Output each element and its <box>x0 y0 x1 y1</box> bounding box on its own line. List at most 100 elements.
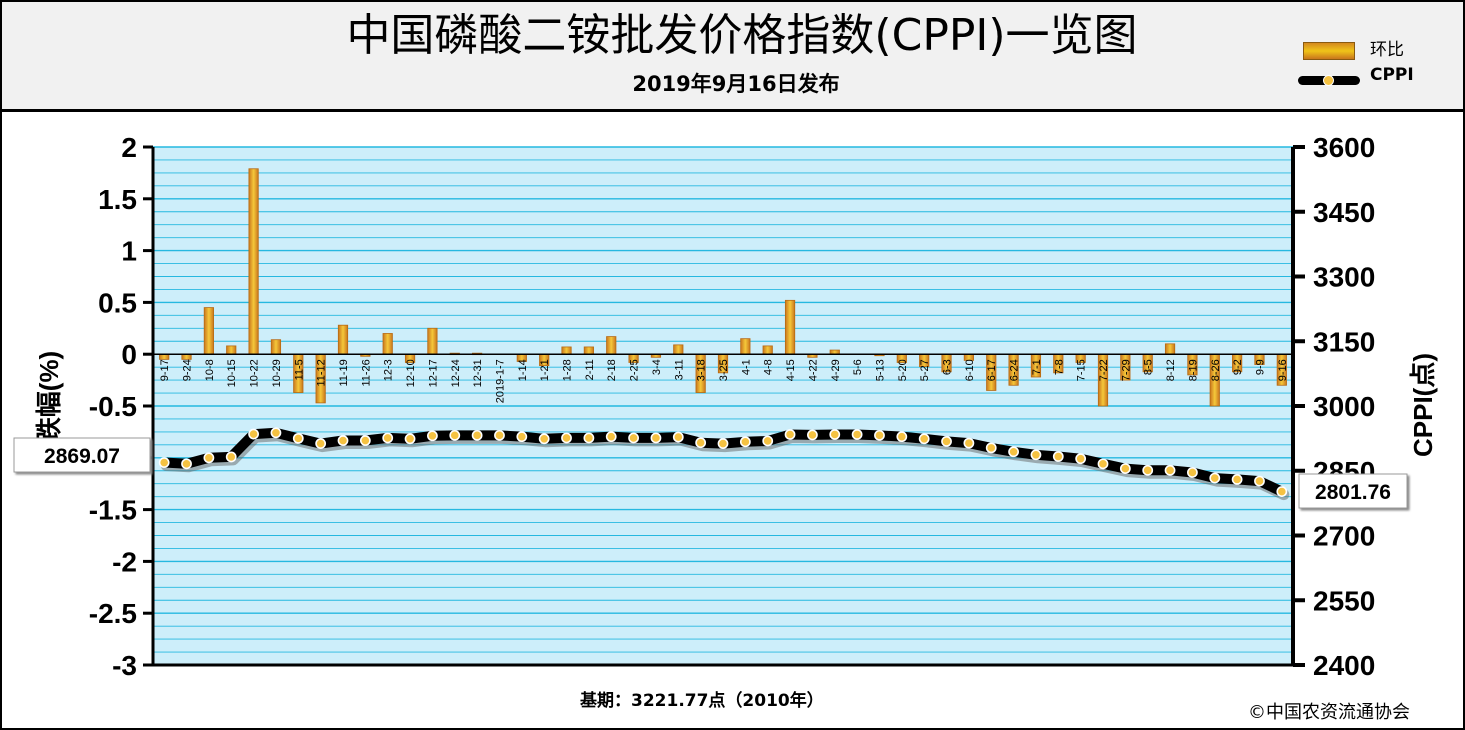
bar-mark <box>1164 343 1176 355</box>
first-value-callout: 2869.07 <box>13 437 151 473</box>
x-tick-label: 2019-1-7 <box>494 359 506 403</box>
x-tick-label: 8-5 <box>1143 359 1155 375</box>
cppi-point <box>449 429 461 441</box>
left-tick-label: -1.5 <box>89 495 137 526</box>
legend: 环比 CPPI <box>1298 24 1465 94</box>
cppi-point <box>292 432 304 444</box>
x-tick-label: 4-8 <box>763 359 775 375</box>
cppi-point <box>1276 486 1288 497</box>
x-tick-label: 11-19 <box>338 359 350 386</box>
x-tick-label: 7-22 <box>1098 359 1110 381</box>
base-period-note: 基期：3221.77点（2010年） <box>580 691 824 711</box>
cppi-point <box>1052 451 1064 462</box>
x-tick-label: 3-11 <box>673 359 685 380</box>
cppi-point <box>784 429 796 440</box>
legend-line-dot <box>1323 75 1334 86</box>
right-tick-label: 3450 <box>1313 197 1375 228</box>
right-tick-label: 2700 <box>1313 521 1375 552</box>
x-tick-label: 10-8 <box>204 359 216 381</box>
x-tick-label: 5-13 <box>874 359 886 381</box>
x-tick-label: 5-20 <box>897 359 909 381</box>
cppi-point <box>494 429 505 441</box>
right-tick-label: 3600 <box>1313 132 1375 163</box>
cppi-point <box>941 435 952 447</box>
x-tick-label: 8-19 <box>1187 359 1199 381</box>
bar-mark <box>270 339 282 355</box>
legend-line-label: CPPI <box>1370 65 1414 85</box>
header: 中国磷酸二铵批发价格指数(CPPI)一览图 2019年9月16日发布 环比 CP… <box>2 2 1463 112</box>
x-tick-label: 7-15 <box>1076 359 1088 381</box>
last-value-box <box>1298 473 1408 509</box>
x-tick-label: 3-4 <box>651 359 663 375</box>
cppi-point <box>538 433 550 445</box>
x-tick-label: 5-6 <box>852 359 864 375</box>
x-tick-label: 6-24 <box>1009 359 1021 381</box>
cppi-point <box>1231 473 1243 485</box>
bar-mark <box>583 346 594 355</box>
x-tick-label: 4-22 <box>807 359 819 381</box>
chart-subtitle: 2019年9月16日发布 <box>632 72 840 96</box>
cppi-point <box>672 431 684 443</box>
bar-mark <box>382 333 393 355</box>
right-tick-label: 3300 <box>1313 262 1375 293</box>
cppi-line-series <box>158 427 1290 501</box>
right-tick-label: 3150 <box>1313 326 1375 357</box>
x-tick-label: 1-28 <box>562 359 574 381</box>
x-tick-label: 9-2 <box>1232 359 1244 375</box>
cppi-point <box>315 438 327 449</box>
cppi-point <box>471 429 483 441</box>
x-tick-label: 5-27 <box>919 359 931 381</box>
cppi-point <box>1142 464 1154 476</box>
left-tick-label: 1 <box>121 236 137 267</box>
last-value-text: 2801.76 <box>1315 481 1391 504</box>
x-tick-label: 12-24 <box>450 359 462 387</box>
cppi-point <box>1209 472 1221 484</box>
cppi-point <box>427 430 438 442</box>
x-tick-label: 9-17 <box>159 359 171 381</box>
grid-lines <box>153 146 1293 666</box>
cppi-point <box>1030 449 1042 461</box>
bar-mark <box>181 353 192 360</box>
x-tick-label: 6-10 <box>964 359 976 381</box>
cppi-point <box>807 429 818 441</box>
cppi-point <box>1097 458 1109 470</box>
cppi-point <box>1254 475 1265 487</box>
right-axis-label: CPPI(点) <box>1408 353 1438 457</box>
x-tick-label: 4-1 <box>740 359 752 375</box>
cppi-point <box>1164 464 1176 476</box>
left-tick-label: -0.5 <box>89 391 137 422</box>
left-tick-label: 0 <box>121 339 137 370</box>
cppi-point <box>695 437 707 449</box>
x-tick-label: 8-12 <box>1165 359 1177 381</box>
cppi-point <box>739 436 751 448</box>
bar-mark <box>561 346 572 355</box>
cppi-point <box>203 452 215 464</box>
x-tick-labels: 9-17 9-24 10-8 10-15 10-22 10-29 11-5 11-12 11-1… <box>159 359 1289 403</box>
x-tick-label: 7-8 <box>1053 359 1065 375</box>
x-tick-label: 11-26 <box>360 359 372 386</box>
x-tick-label: 12-10 <box>405 359 417 387</box>
cppi-point <box>1008 446 1019 458</box>
cppi-point <box>918 433 930 445</box>
cppi-point <box>762 435 774 447</box>
left-tick-label: 0.5 <box>98 287 137 318</box>
bar-mark <box>606 336 617 355</box>
x-tick-label: 1-14 <box>517 359 529 381</box>
left-tick-label: 1.5 <box>98 184 137 215</box>
cppi-point <box>896 431 908 443</box>
first-value-text: 2869.07 <box>44 445 120 468</box>
cppi-point <box>583 432 595 444</box>
x-tick-label: 6-3 <box>942 359 954 375</box>
cppi-point <box>1187 467 1198 478</box>
legend-bar-swatch <box>1303 42 1355 60</box>
cppi-point <box>516 431 528 443</box>
x-tick-label: 10-15 <box>226 359 238 387</box>
cppi-point <box>248 428 259 440</box>
x-tick-label: 7-1 <box>1031 359 1043 375</box>
cppi-point <box>829 429 841 440</box>
bar-mark <box>427 327 438 355</box>
bar-mark <box>673 344 684 355</box>
